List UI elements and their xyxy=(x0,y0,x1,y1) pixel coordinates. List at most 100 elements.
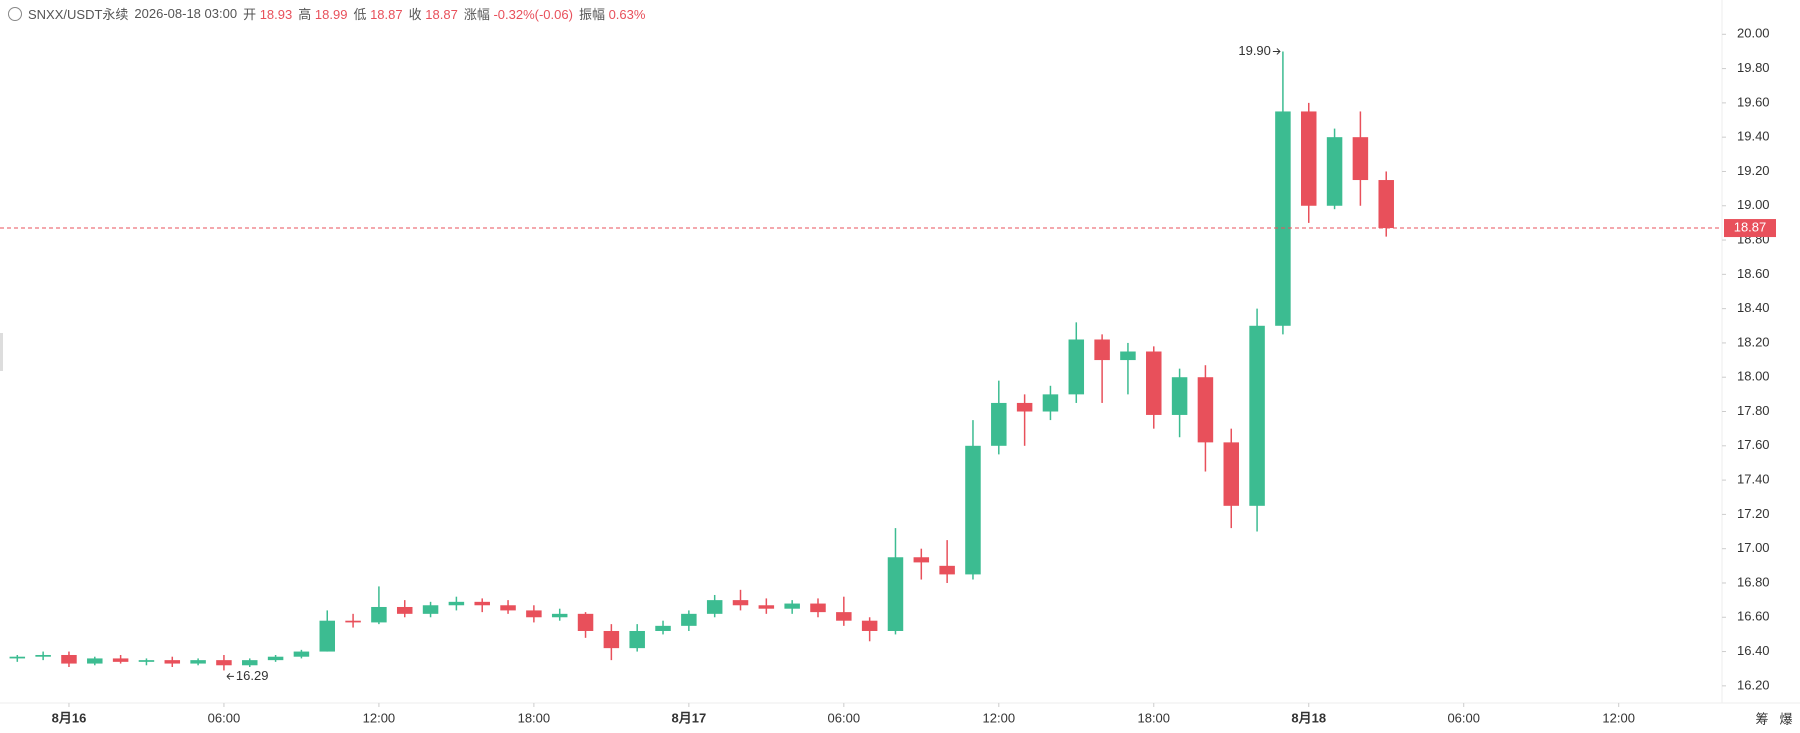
candle-body xyxy=(526,610,542,618)
candle-body xyxy=(9,656,26,659)
field-label: 振幅 xyxy=(578,7,605,22)
y-tick-label: 17.20 xyxy=(1737,506,1770,521)
candle-body xyxy=(551,613,568,618)
y-tick-label: 16.20 xyxy=(1737,677,1770,692)
candle-body xyxy=(319,620,335,652)
candle-body xyxy=(965,445,981,575)
field: 涨幅 -0.32%(-0.06) xyxy=(464,4,573,23)
y-tick-label: 19.40 xyxy=(1737,129,1770,144)
side-handle xyxy=(0,333,3,371)
candle-body xyxy=(1146,351,1162,415)
candle-body xyxy=(1300,111,1317,206)
field-label: 收 xyxy=(408,7,422,22)
tool-button[interactable]: 筹 xyxy=(1755,711,1768,726)
candle-body xyxy=(836,612,852,621)
candle-body xyxy=(603,630,620,649)
candle-body xyxy=(784,603,800,609)
candle-body xyxy=(448,601,465,606)
field-value: -0.32%(-0.06) xyxy=(493,7,573,22)
candle-body xyxy=(706,600,723,614)
candle-body xyxy=(1171,377,1188,415)
field-value: 0.63% xyxy=(608,7,646,22)
candle-body xyxy=(1094,339,1110,361)
min-arrow xyxy=(226,673,234,680)
time: 2026-08-18 03:00 xyxy=(134,6,238,21)
candle-body xyxy=(810,603,826,613)
x-tick-label: 06:00 xyxy=(828,710,861,725)
x-tick-label: 18:00 xyxy=(518,710,551,725)
field-value: 18.93 xyxy=(259,7,293,22)
candle-body xyxy=(164,660,181,664)
candle-body xyxy=(371,606,387,623)
candle-body xyxy=(732,600,749,606)
field-value: 18.87 xyxy=(425,7,458,22)
last-price-box xyxy=(1724,219,1776,238)
y-tick-label: 16.80 xyxy=(1737,574,1770,589)
y-tick-label: 19.80 xyxy=(1737,60,1770,75)
field: 收 18.87 xyxy=(409,4,458,23)
tool-button[interactable]: 爆 xyxy=(1779,711,1792,726)
candle-body xyxy=(87,658,103,664)
candle-body xyxy=(35,654,51,657)
candle-body xyxy=(1352,137,1369,181)
y-tick-label: 17.00 xyxy=(1737,540,1770,555)
max-arrow xyxy=(1272,48,1281,55)
x-tick-label: 8月17 xyxy=(672,710,707,725)
candle-body xyxy=(61,654,77,664)
field-label: 高 xyxy=(298,7,312,22)
candle-body xyxy=(1223,442,1240,506)
candle-body xyxy=(500,605,516,611)
y-tick-label: 18.00 xyxy=(1737,369,1770,384)
field-value: 18.87 xyxy=(370,7,403,22)
field-label: 开 xyxy=(243,7,257,22)
x-tick-label: 12:00 xyxy=(983,710,1016,725)
y-tick-label: 19.60 xyxy=(1737,94,1770,109)
candle-body xyxy=(396,606,413,614)
candle-body xyxy=(190,660,206,664)
candle-body xyxy=(1378,180,1394,229)
candle-body xyxy=(112,658,129,662)
field: 振幅 0.63% xyxy=(579,4,646,23)
y-tick-label: 18.20 xyxy=(1737,334,1770,349)
y-tick-label: 18.60 xyxy=(1737,266,1770,281)
y-tick-label: 19.20 xyxy=(1737,163,1770,178)
candle-body xyxy=(1016,402,1033,412)
candle-body xyxy=(138,660,155,662)
candle-body xyxy=(216,660,232,666)
last-price-label: 18.87 xyxy=(1734,219,1767,234)
symbol: SNXX/USDT永续 xyxy=(28,7,129,22)
x-tick-label: 18:00 xyxy=(1137,710,1170,725)
field-label: 涨幅 xyxy=(463,7,490,22)
candle-body xyxy=(939,565,955,575)
candle-body xyxy=(1275,111,1291,326)
x-tick-label: 06:00 xyxy=(1447,710,1480,725)
y-tick-label: 20.00 xyxy=(1737,26,1770,41)
candle-body xyxy=(242,660,258,666)
candle-body xyxy=(267,656,284,661)
y-tick-label: 16.60 xyxy=(1737,609,1770,624)
candle-body xyxy=(681,613,697,626)
candle-body xyxy=(293,651,310,657)
candle-body xyxy=(1120,351,1136,361)
y-tick-label: 19.00 xyxy=(1737,197,1770,212)
candle-body xyxy=(577,613,594,631)
candle-body xyxy=(655,625,671,631)
x-tick-label: 06:00 xyxy=(208,710,241,725)
collapse-icon[interactable] xyxy=(8,6,22,21)
x-tick-label: 12:00 xyxy=(363,710,396,725)
candle-body xyxy=(629,630,645,649)
candle-body xyxy=(991,402,1007,446)
y-tick-label: 17.80 xyxy=(1737,403,1770,418)
candle-body xyxy=(1068,339,1085,395)
candle-body xyxy=(1042,394,1059,412)
y-tick-label: 16.40 xyxy=(1737,643,1770,658)
y-tick-label: 18.40 xyxy=(1737,300,1770,315)
max-label: 19.90 xyxy=(1238,43,1271,58)
field-value: 18.99 xyxy=(314,7,348,22)
field-label: 低 xyxy=(353,7,367,22)
candle-body xyxy=(1249,325,1265,506)
candle-body xyxy=(345,620,361,623)
candle-body xyxy=(474,601,490,606)
